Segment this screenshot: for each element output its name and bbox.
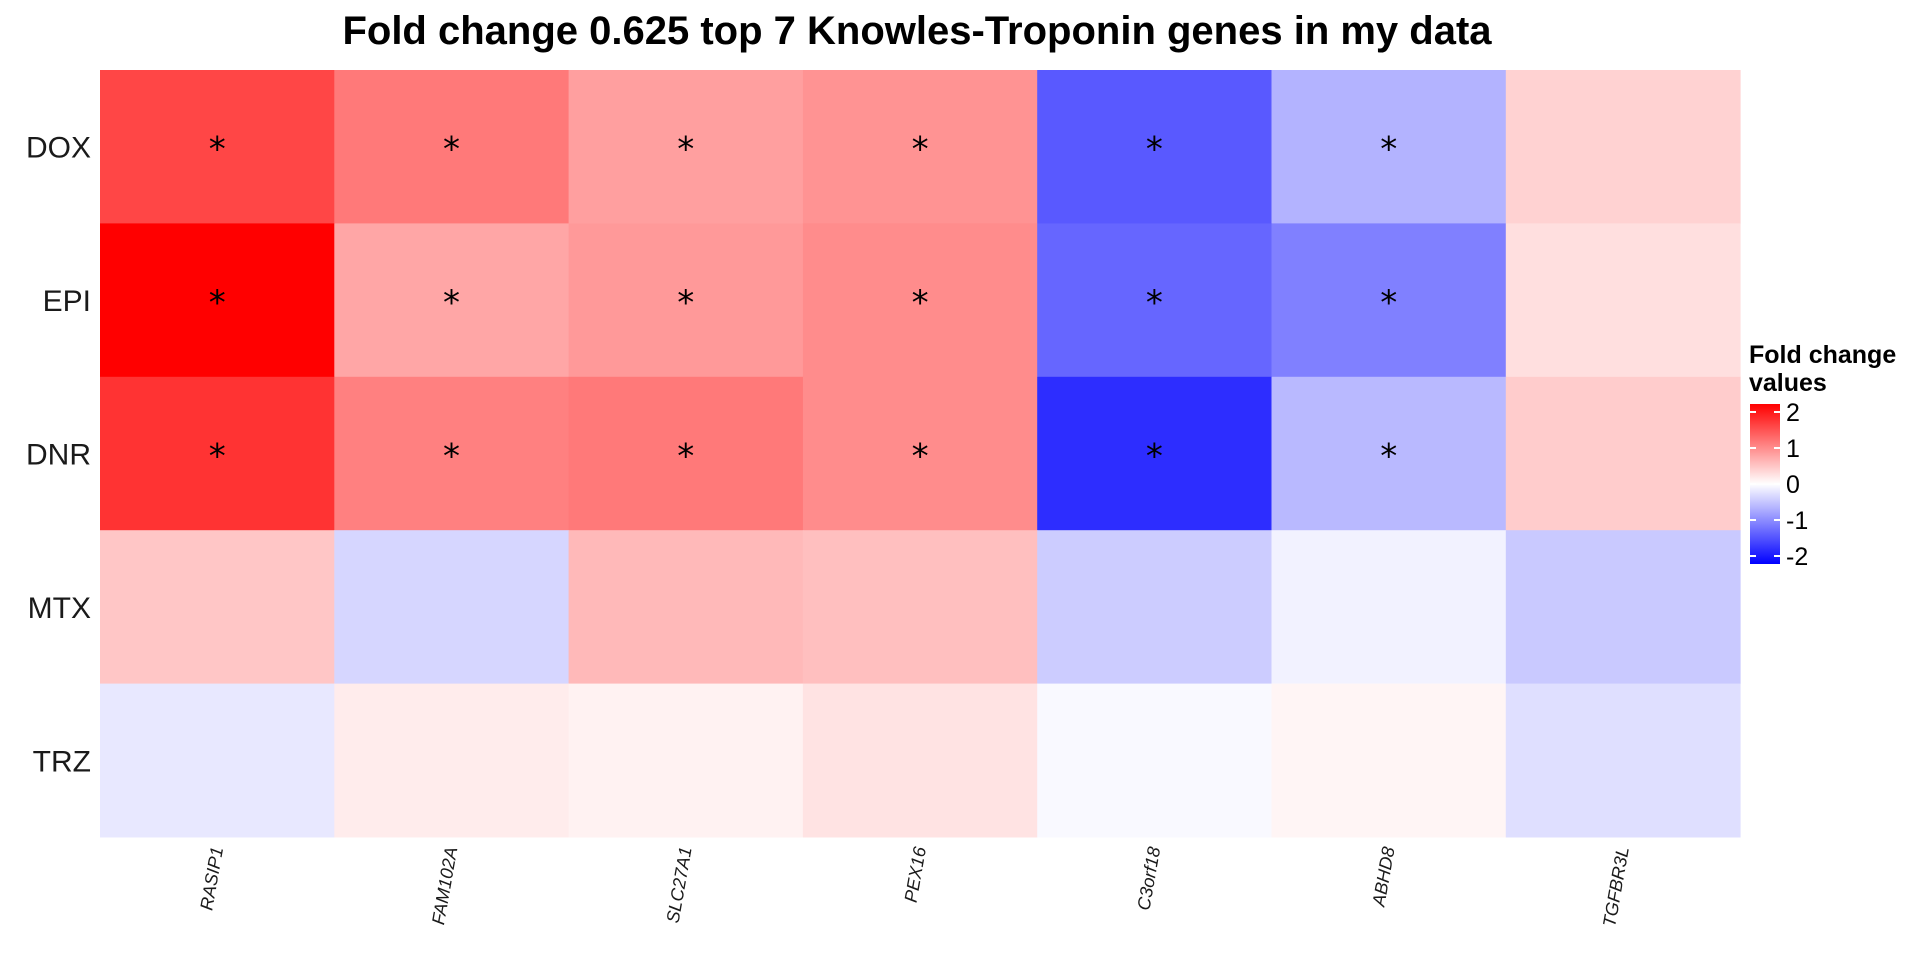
- significance-markers: * * * * * * * * * * * * * * * * * *: [209, 130, 1397, 477]
- heatmap-cell-epi-abhd8: [1271, 223, 1507, 378]
- legend-title-line-1: Fold change: [1749, 341, 1896, 369]
- significance-star: *: [209, 437, 226, 477]
- significance-star: *: [677, 283, 694, 323]
- significance-star: *: [677, 437, 694, 477]
- heatmap-cell-dox-pex16: [802, 70, 1038, 224]
- y-label-mtx: MTX: [28, 592, 91, 625]
- heatmap-cell-trz-abhd8: [1271, 683, 1507, 838]
- heatmap-cell-mtx-fam102a: [334, 530, 570, 685]
- heatmap-cell-epi-fam102a: [334, 223, 570, 378]
- significance-star: *: [443, 283, 460, 323]
- heatmap-cell-dnr-rasip1: [100, 376, 335, 531]
- y-label-dnr: DNR: [26, 439, 91, 472]
- heatmap-cells: [100, 70, 1741, 838]
- legend-tick-label: 0: [1786, 471, 1800, 499]
- x-label-fam102a: FAM102A: [428, 845, 461, 926]
- heatmap-cell-dox-abhd8: [1271, 70, 1507, 224]
- significance-star: *: [677, 130, 694, 170]
- legend-tick-label: -2: [1786, 543, 1808, 571]
- heatmap-cell-dox-fam102a: [334, 70, 570, 224]
- significance-star: *: [912, 130, 929, 170]
- significance-star: *: [443, 130, 460, 170]
- legend-ticks: 2 1 0 -1 -2: [1750, 399, 1808, 571]
- heatmap-cell-dox-c3orf18: [1037, 70, 1272, 224]
- heatmap-cell-trz-pex16: [802, 683, 1038, 838]
- heatmap-cell-mtx-c3orf18: [1037, 530, 1272, 685]
- heatmap-cell-epi-pex16: [802, 223, 1038, 378]
- y-label-trz: TRZ: [33, 745, 91, 778]
- heatmap-cell-dnr-abhd8: [1271, 376, 1507, 531]
- heatmap-cell-dox-rasip1: [100, 70, 335, 224]
- x-label-rasip1: RASIP1: [196, 845, 227, 912]
- y-label-dox: DOX: [26, 132, 91, 165]
- significance-star: *: [1380, 283, 1397, 323]
- y-axis-labels: DOX EPI DNR MTX TRZ: [26, 132, 91, 779]
- significance-star: *: [912, 283, 929, 323]
- y-label-epi: EPI: [43, 285, 91, 318]
- x-label-tgfbr3l: TGFBR3L: [1599, 845, 1633, 928]
- x-label-abhd8: ABHD8: [1368, 845, 1398, 909]
- legend-tick-label: -1: [1786, 507, 1808, 535]
- x-label-c3orf18: C3orf18: [1134, 845, 1165, 912]
- heatmap-cell-trz-fam102a: [334, 683, 570, 838]
- heatmap-cell-mtx-abhd8: [1271, 530, 1507, 685]
- heatmap-cell-mtx-pex16: [802, 530, 1038, 685]
- heatmap-cell-dnr-fam102a: [334, 376, 570, 531]
- heatmap-cell-dnr-tgfbr3l: [1505, 376, 1741, 531]
- significance-star: *: [209, 130, 226, 170]
- significance-star: *: [1380, 130, 1397, 170]
- heatmap-cell-epi-tgfbr3l: [1505, 223, 1741, 378]
- heatmap-cell-epi-c3orf18: [1037, 223, 1272, 378]
- legend-title-line-2: values: [1749, 369, 1827, 397]
- significance-star: *: [1146, 130, 1163, 170]
- significance-star: *: [443, 437, 460, 477]
- significance-star: *: [1146, 283, 1163, 323]
- heatmap-cell-trz-c3orf18: [1037, 683, 1272, 838]
- heatmap-cell-mtx-slc27a1: [568, 530, 804, 685]
- significance-star: *: [1380, 437, 1397, 477]
- heatmap-cell-dnr-slc27a1: [568, 376, 804, 531]
- heatmap-cell-mtx-rasip1: [100, 530, 335, 685]
- significance-star: *: [912, 437, 929, 477]
- heatmap-cell-mtx-tgfbr3l: [1505, 530, 1741, 685]
- x-label-slc27a1: SLC27A1: [663, 845, 696, 924]
- heatmap-cell-dnr-pex16: [802, 376, 1038, 531]
- significance-star: *: [1146, 437, 1163, 477]
- heatmap-cell-dox-slc27a1: [568, 70, 804, 224]
- heatmap-cell-dnr-c3orf18: [1037, 376, 1272, 531]
- heatmap-cell-trz-rasip1: [100, 683, 335, 838]
- color-legend: Fold change values 2 1 0 -1 -2: [1749, 341, 1896, 571]
- heatmap-cell-trz-slc27a1: [568, 683, 804, 838]
- legend-tick-label: 1: [1786, 435, 1800, 463]
- heatmap-cell-epi-rasip1: [100, 223, 335, 378]
- heatmap-cell-epi-slc27a1: [568, 223, 804, 378]
- heatmap-cell-trz-tgfbr3l: [1505, 683, 1741, 838]
- chart-title: Fold change 0.625 top 7 Knowles-Troponin…: [342, 9, 1492, 53]
- heatmap-cell-dox-tgfbr3l: [1505, 70, 1741, 224]
- x-axis-labels: RASIP1 FAM102A SLC27A1 PEX16 C3orf18 ABHD8 TGF…: [196, 844, 1633, 928]
- legend-tick-label: 2: [1786, 399, 1800, 427]
- x-label-pex16: PEX16: [901, 844, 931, 904]
- significance-star: *: [209, 283, 226, 323]
